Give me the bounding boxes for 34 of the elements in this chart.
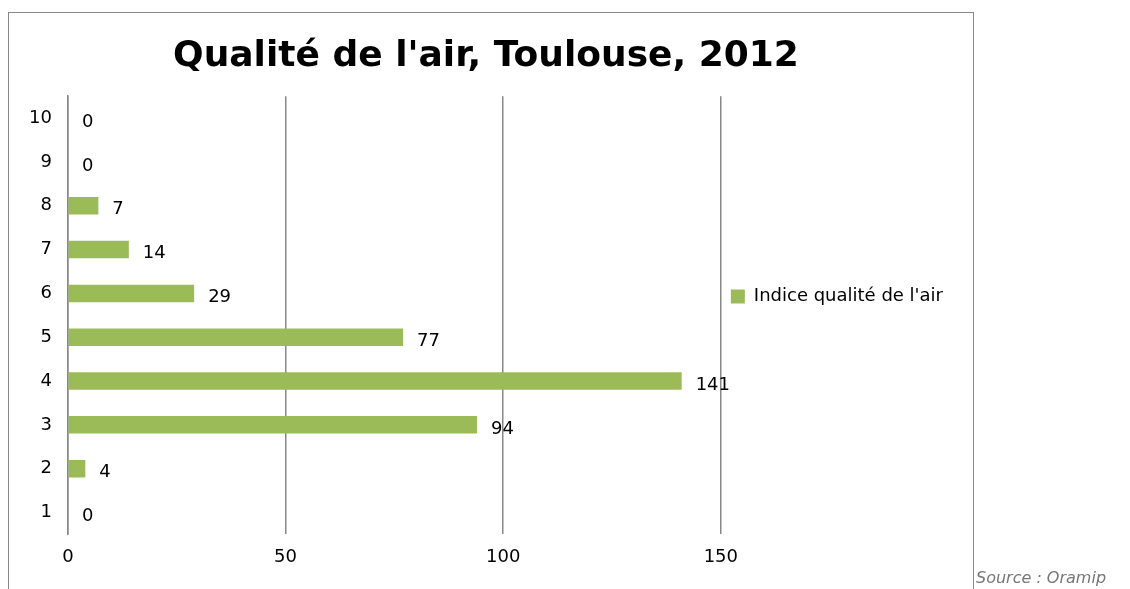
data-label: 94 — [491, 416, 514, 438]
source-note: Source : Oramip — [976, 568, 1107, 587]
y-tick-label: 3 — [40, 412, 52, 434]
x-tick-label: 0 — [62, 544, 74, 566]
bar — [68, 196, 99, 215]
data-label: 0 — [81, 504, 94, 526]
bar — [68, 459, 86, 478]
data-label: 4 — [99, 460, 111, 482]
bar — [68, 284, 195, 303]
y-tick-label: 1 — [40, 500, 52, 522]
bar — [68, 372, 682, 390]
data-label: 14 — [142, 241, 166, 263]
y-tick-label: 8 — [40, 193, 52, 215]
x-tick-label: 100 — [486, 544, 521, 566]
data-label: 29 — [208, 285, 232, 307]
y-tick-label: 2 — [40, 456, 52, 478]
chart-title: Qualité de l'air, Toulouse, 2012 — [173, 32, 799, 74]
x-tick-label: 150 — [703, 544, 739, 566]
bar — [68, 328, 404, 346]
bar — [68, 416, 478, 434]
data-label: 7 — [112, 197, 124, 219]
y-tick-label: 9 — [40, 149, 52, 171]
data-label: 0 — [81, 153, 94, 175]
y-tick-label: 4 — [40, 368, 52, 390]
y-tick-label: 5 — [40, 324, 52, 346]
y-tick-label: 6 — [40, 281, 52, 303]
bar — [68, 240, 129, 259]
y-tick-label: 7 — [40, 237, 52, 259]
x-tick-label: 50 — [274, 544, 297, 566]
y-tick-label: 10 — [29, 105, 52, 127]
data-label: 0 — [81, 109, 94, 131]
data-label: 141 — [695, 372, 731, 394]
legend-label: Indice qualité de l'air — [753, 284, 944, 306]
data-label: 77 — [417, 328, 440, 350]
